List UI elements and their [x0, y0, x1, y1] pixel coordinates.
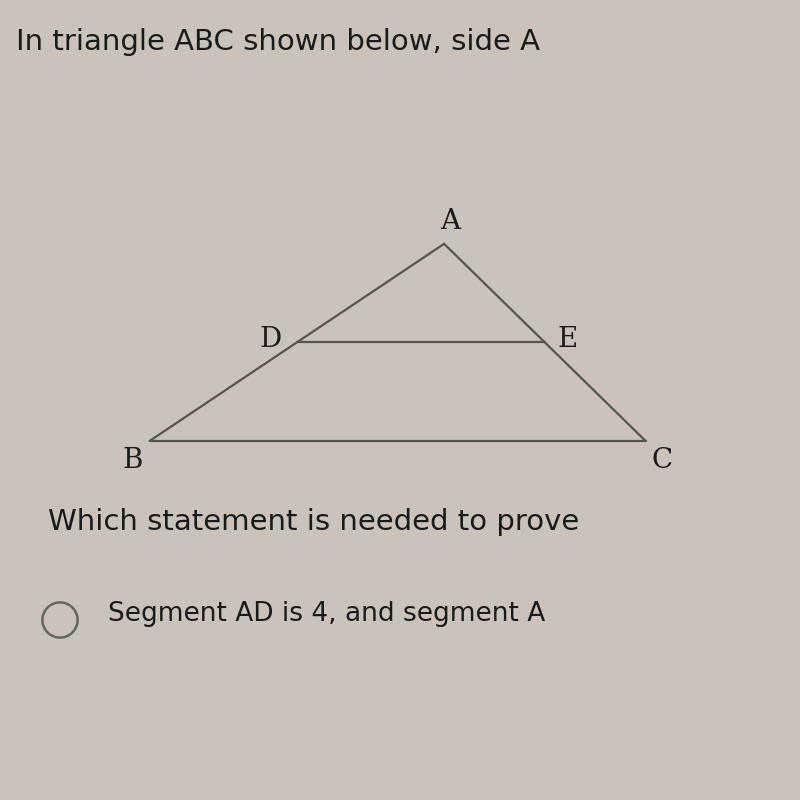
Text: B: B — [123, 447, 143, 474]
Text: Segment AD is 4, and segment A: Segment AD is 4, and segment A — [108, 602, 546, 627]
Text: Which statement is needed to prove: Which statement is needed to prove — [48, 508, 579, 536]
Text: E: E — [558, 326, 578, 353]
Text: A: A — [440, 208, 460, 234]
Text: C: C — [652, 447, 673, 474]
Text: In triangle ABC shown below, side A: In triangle ABC shown below, side A — [16, 28, 540, 56]
Text: D: D — [259, 326, 282, 353]
